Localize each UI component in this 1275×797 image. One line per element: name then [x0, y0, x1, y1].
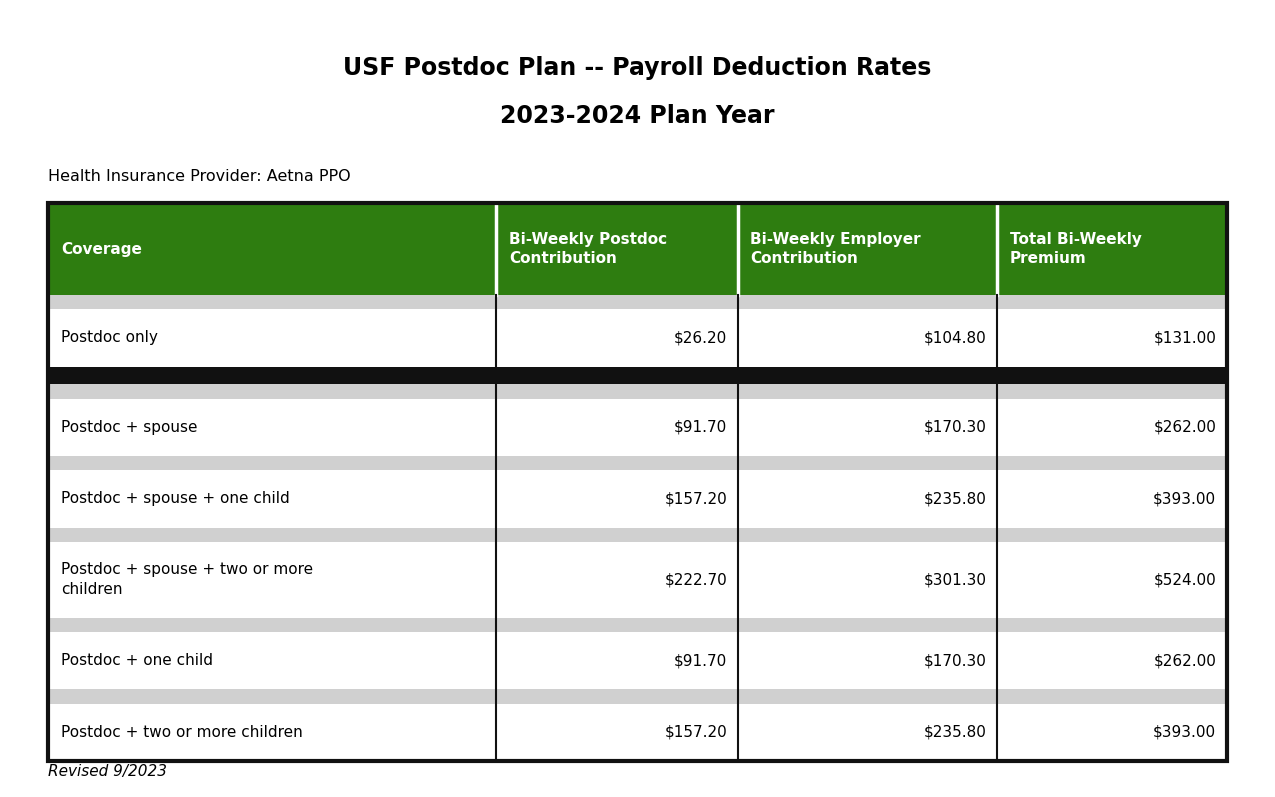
- Text: $235.80: $235.80: [924, 492, 987, 506]
- Text: $170.30: $170.30: [924, 420, 987, 434]
- Text: Bi-Weekly Employer
Contribution: Bi-Weekly Employer Contribution: [751, 232, 921, 266]
- Text: $301.30: $301.30: [923, 572, 987, 587]
- Text: Postdoc only: Postdoc only: [61, 331, 158, 345]
- Text: Postdoc + one child: Postdoc + one child: [61, 654, 213, 668]
- Text: Total Bi-Weekly
Premium: Total Bi-Weekly Premium: [1010, 232, 1141, 266]
- Text: USF Postdoc Plan -- Payroll Deduction Rates: USF Postdoc Plan -- Payroll Deduction Ra…: [343, 56, 932, 80]
- Text: $393.00: $393.00: [1153, 492, 1216, 506]
- Text: $26.20: $26.20: [674, 331, 728, 345]
- Text: Postdoc + two or more children: Postdoc + two or more children: [61, 725, 303, 740]
- Text: Health Insurance Provider: Aetna PPO: Health Insurance Provider: Aetna PPO: [48, 170, 351, 184]
- Text: 2023-2024 Plan Year: 2023-2024 Plan Year: [500, 104, 775, 128]
- Text: $262.00: $262.00: [1154, 420, 1216, 434]
- Text: $131.00: $131.00: [1154, 331, 1216, 345]
- Text: $235.80: $235.80: [924, 725, 987, 740]
- Text: $222.70: $222.70: [664, 572, 728, 587]
- Text: Bi-Weekly Postdoc
Contribution: Bi-Weekly Postdoc Contribution: [509, 232, 667, 266]
- Text: $157.20: $157.20: [664, 492, 728, 506]
- Text: Postdoc + spouse + one child: Postdoc + spouse + one child: [61, 492, 289, 506]
- Text: Coverage: Coverage: [61, 241, 142, 257]
- Text: Postdoc + spouse + two or more
children: Postdoc + spouse + two or more children: [61, 563, 314, 597]
- Text: $157.20: $157.20: [664, 725, 728, 740]
- Text: $104.80: $104.80: [924, 331, 987, 345]
- Text: $91.70: $91.70: [674, 420, 728, 434]
- Text: $524.00: $524.00: [1154, 572, 1216, 587]
- Text: Revised 9/2023: Revised 9/2023: [48, 764, 167, 779]
- Text: $91.70: $91.70: [674, 654, 728, 668]
- Text: Postdoc + spouse: Postdoc + spouse: [61, 420, 198, 434]
- Text: $393.00: $393.00: [1153, 725, 1216, 740]
- Text: $170.30: $170.30: [924, 654, 987, 668]
- Text: $262.00: $262.00: [1154, 654, 1216, 668]
